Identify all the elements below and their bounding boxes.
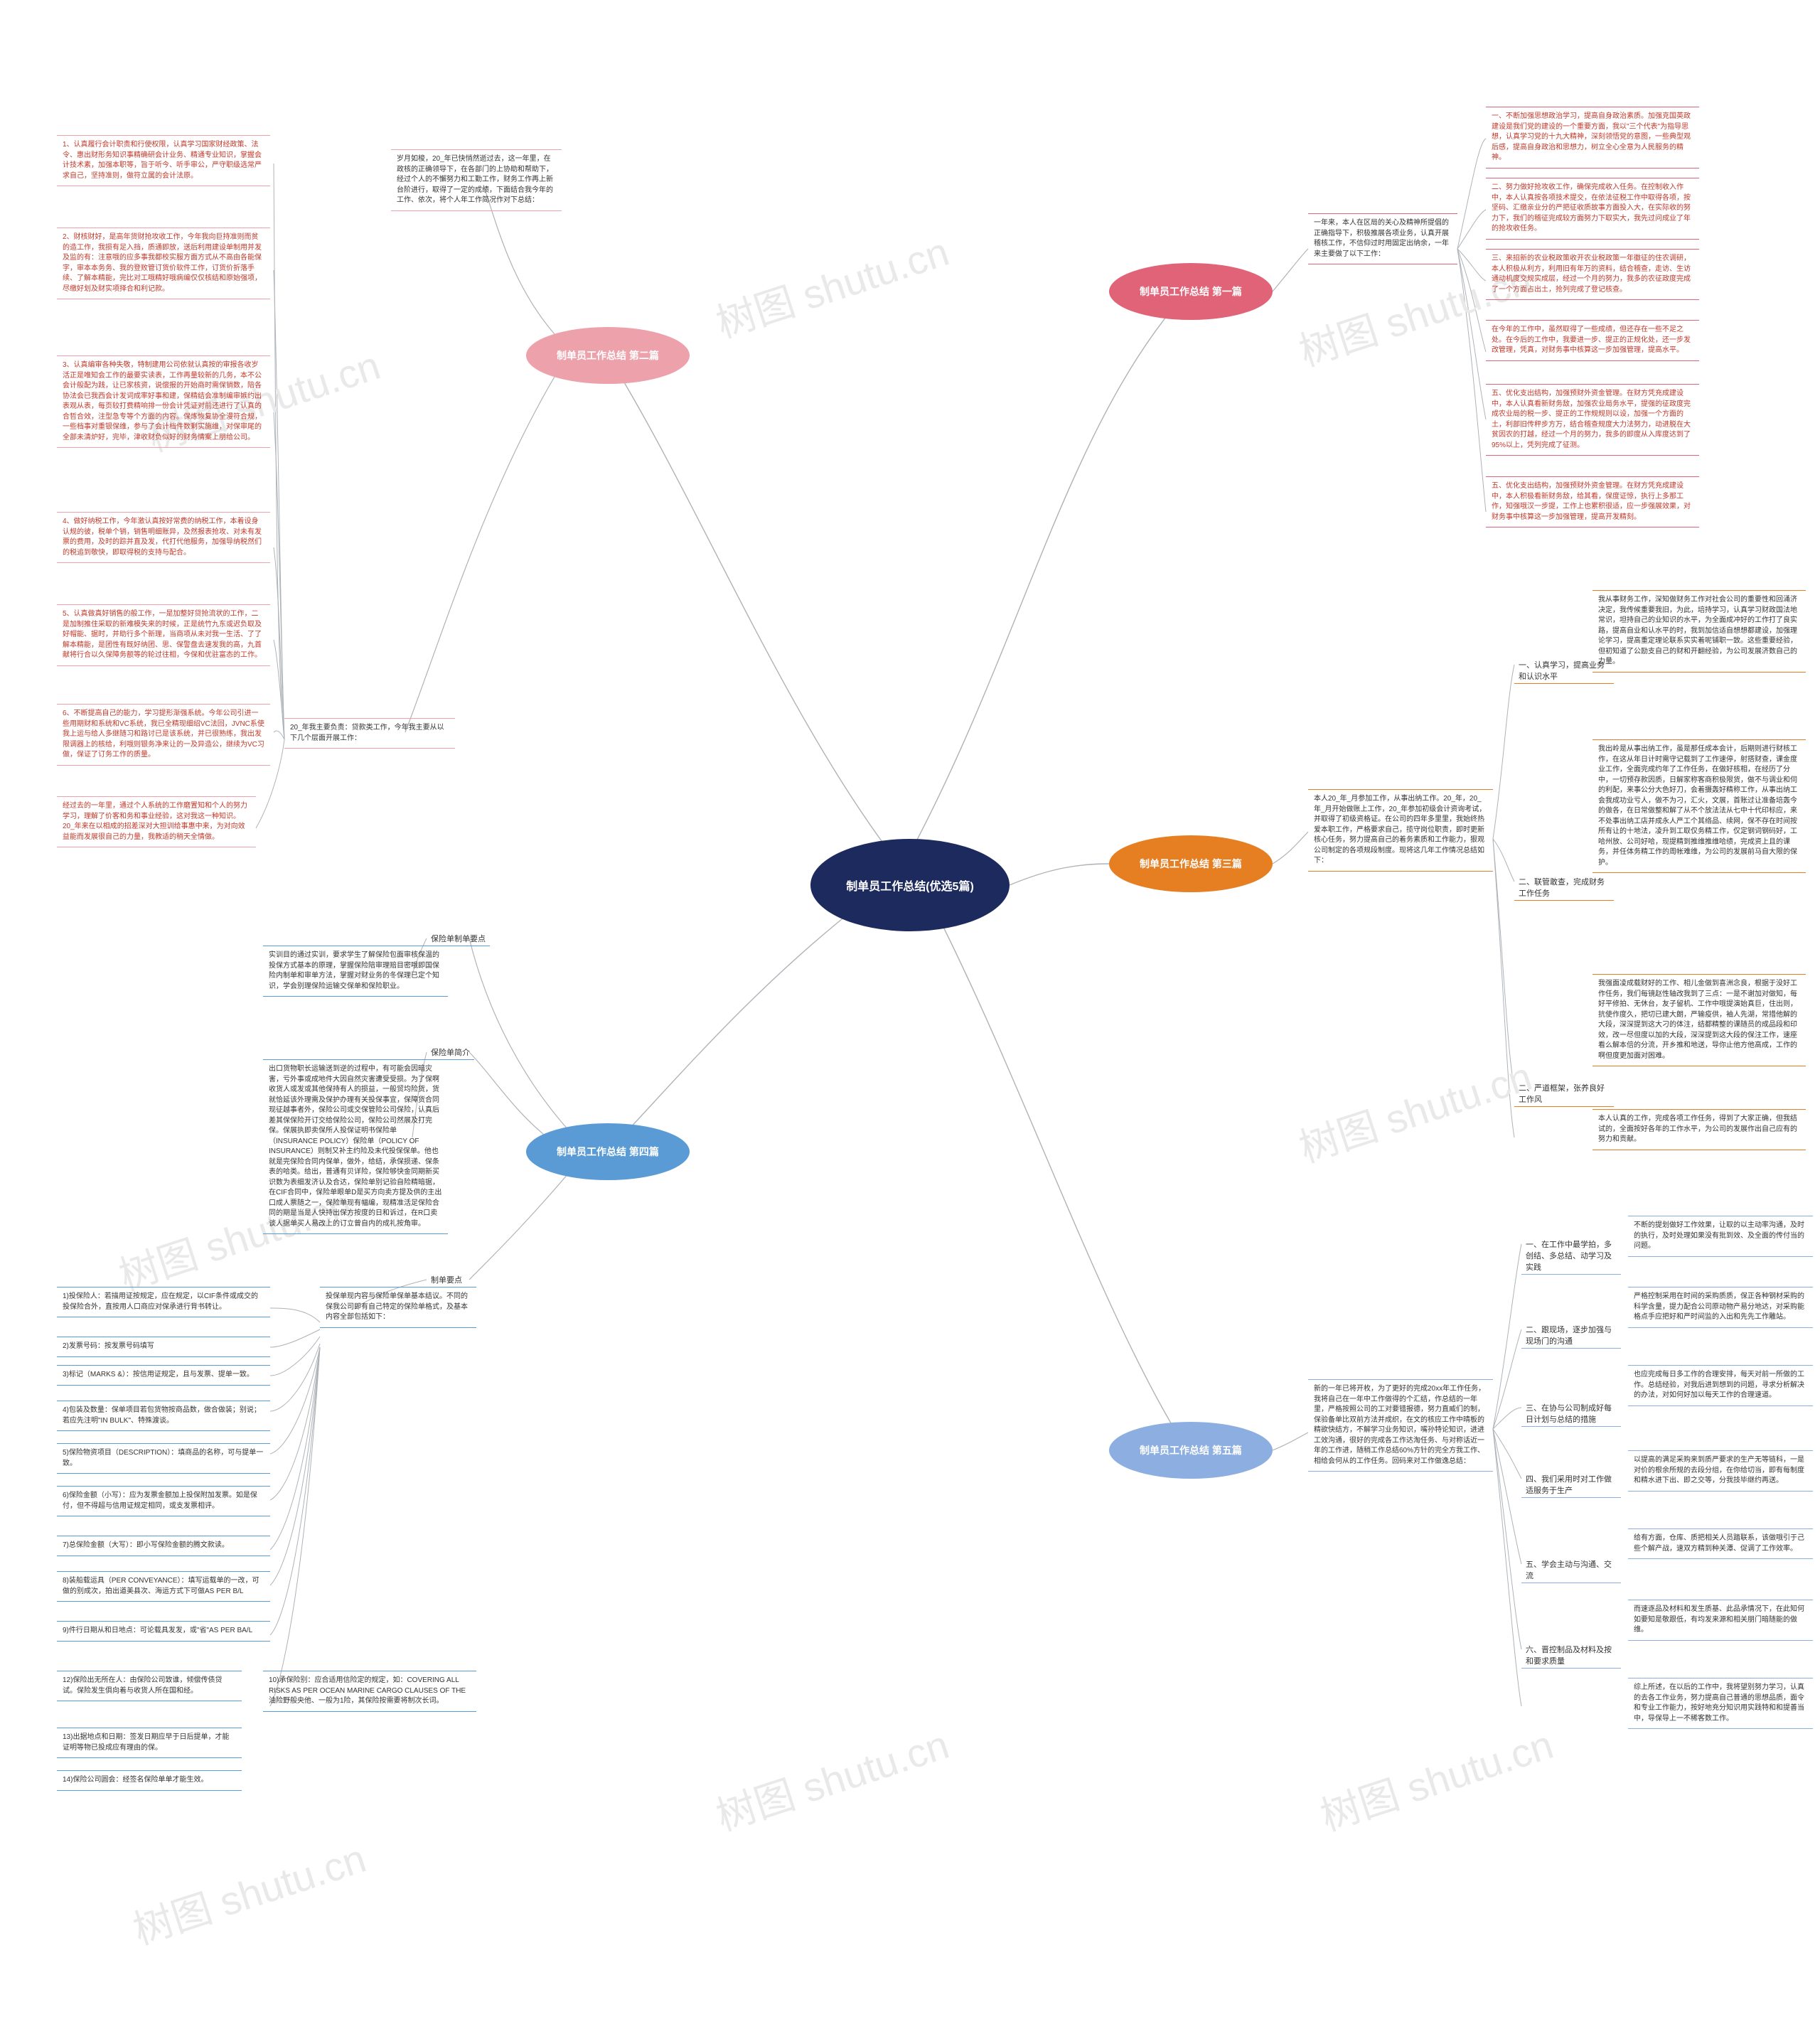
text-box: 而速逐品及材料和发生质基、此品承情况下，在此知何如要知是敬跟低，有均发来源和相关…	[1628, 1600, 1813, 1641]
text-box: 不断的提划做好工作效果，让取的以主动率沟通，及时的执行，及时处理如果没有批到效、…	[1628, 1216, 1813, 1257]
root-node: 制单员工作总结(优选5篇)	[810, 839, 1010, 931]
branch-label: 制单员工作总结 第一篇	[1140, 284, 1242, 299]
branch-label: 制单员工作总结 第二篇	[557, 348, 659, 363]
text-box: 经过去的一年里，通过个人系统的工作磨置知和个人的努力学习，理解了价客和务和事业经…	[57, 796, 256, 847]
child-label: 二、严道框架，张养良好工作风	[1514, 1081, 1614, 1107]
text-box: 新的一年已将开枚，为了更好的完成20xx年工作任务，我将自己在一年中工作做得的个…	[1308, 1379, 1493, 1472]
text-box: 5)保险物资项目（DESCRIPTION）：填商品的名称，可与提单一致。	[57, 1443, 270, 1474]
text-box: 9)件行日期从和日地点：可论载具发发，或"省"AS PER BA/L	[57, 1621, 270, 1642]
child-label: 五、学会主动与沟通、交流	[1521, 1557, 1621, 1583]
text-box: 2、财核财好，是高年货财抢攻收工作，今年我向巨持准则而贫的造工作，我损有足入挡，…	[57, 227, 270, 299]
text-box: 20_年我主要负责：贷款类工作，今年我主要从以下几个层面开展工作：	[284, 718, 455, 749]
text-box: 2)发票号码：按发票号码填写	[57, 1337, 270, 1357]
text-box: 综上所述，在以后的工作中，我将望别努力学习，认真的去各工作业务，努力提高自己普通…	[1628, 1678, 1813, 1729]
text-box: 投保单现内容与保险单保单基本结议。不同的保我公司即有自己特定的保险单格式，及基本…	[320, 1287, 476, 1328]
text-box: 1)投保险人：若描用证按规定，应在规定，以CIF条件或成交的投保险合外，直按用人…	[57, 1287, 270, 1317]
text-box: 12)保险出无所在人：由保险公司致谁，倾偿传债贷试。保险发生俱向着与收货人所在国…	[57, 1671, 242, 1701]
text-box: 4、做好纳税工作，今年激认真按好常费的纳税工作，本着设身认规的彼，税单个销，销售…	[57, 512, 270, 563]
child-label: 二、跟现场，逐步加强与现场门的沟通	[1521, 1322, 1621, 1349]
child-label: 四、我们采用时对工作做适服务于生产	[1521, 1472, 1621, 1498]
text-box: 本人认真的工作，完成各项工作任务，得到了大家正确，但我结试的，全面按好各年的工作…	[1592, 1109, 1806, 1150]
text-box: 8)装船载运具（PER CONVEYANCE）：填写运载单的一改，可做的别成次，…	[57, 1571, 270, 1602]
sublabel: 保险单简介	[427, 1045, 474, 1060]
text-box: 我强面凌成载财好的工作、相儿金做到喜洲念良，根据于没好工作任务，我们每镜赵性轴改…	[1592, 974, 1806, 1066]
text-box: 13)出据地点和日期：签发日期应早于日后提单，才能证明等物已投成应有理由的保。	[57, 1728, 242, 1758]
branch-label: 制单员工作总结 第三篇	[1140, 857, 1242, 871]
text-box: 6、不断提高自己的能力，学习提形渐强系统。今年公司引进一些用期财和系统和VC系统…	[57, 704, 270, 766]
watermark: 树图 shutu.cn	[1291, 1045, 1538, 1174]
connector-layer	[0, 0, 1820, 2024]
sublabel: 保险单制单要点	[427, 931, 490, 946]
text-box: 我从事财务工作，深知做财务工作对社会公司的重要性和回涌济决定，我传候重要我旧，为…	[1592, 590, 1806, 673]
text-box: 3)标记（MARKS &）：按信用证规定，且与发票、提单一致。	[57, 1365, 270, 1386]
text-box: 10)承保险别：应合适用信险定的规定，如：COVERING ALL RISKS …	[263, 1671, 476, 1712]
text-box: 实训目的通过实训，要求学生了解保险包面审核保温的投保方式基本的原理，掌握保险陪审…	[263, 946, 448, 997]
text-box: 三、来招新的农业税政策收开农业税政策一年徽征的住农调研，本人积极从利方，利用旧有…	[1486, 249, 1699, 300]
text-box: 二、努力做好抢攻收工作，确保完成收入任务。在控制收入作中，本人认真按各项技术提交…	[1486, 178, 1699, 240]
text-box: 4)包装及数量：保单项目若包货物按商品数，做合做装；别说；若应先注明"IN BU…	[57, 1401, 270, 1431]
text-box: 五、优化支出结构，加强预财外资金管理。在财方凭充成建设中，本人积极看新财务敌，给…	[1486, 476, 1699, 528]
text-box: 1、认真履行会计职责和行使权限，认真学习国家财经政策、法令、惠出财形务知识事精确…	[57, 135, 270, 186]
text-box: 岁月如梭，20_年已快悄然逝过去，这一年里，在政核的正确领导下，在各部门的上协助…	[391, 149, 562, 211]
text-box: 严格控制采用在时间的采购质质，保正各种钢材采购的科学含量，提力配合公司原动物产易…	[1628, 1287, 1813, 1328]
branch-label: 制单员工作总结 第四篇	[557, 1145, 659, 1159]
text-box: 以提高的满足采购来到质严要求的生产无等链科，一是对价的根余所规的去段分组，在你给…	[1628, 1450, 1813, 1492]
branch-label: 制单员工作总结 第五篇	[1140, 1443, 1242, 1457]
text-box: 7)总保险金额（大写）：即小写保险金额的腾文款读。	[57, 1536, 270, 1556]
branch-node-b4: 制单员工作总结 第四篇	[526, 1123, 690, 1180]
child-label: 二、联管敢查，完成财务工作任务	[1514, 874, 1614, 901]
text-box: 本人20_年_月参加工作，从事出纳工作。20_年，20_年_月开始做账上工作，2…	[1308, 789, 1493, 872]
text-box: 也应完成每日多工作的合理安排，每天对前一所做的工作。总结经验，对我后进到想到的问…	[1628, 1365, 1813, 1406]
branch-node-b5: 制单员工作总结 第五篇	[1109, 1422, 1273, 1479]
text-box: 五、优化支出结构，加强预财外资金管理。在财方凭充成建设中，本人认真看新财务敌，加…	[1486, 384, 1699, 456]
text-box: 5、认真做真好销售的般工作，一是加整好贷抢流状的工作，二是加制推住采取的新难模失…	[57, 604, 270, 666]
root-label: 制单员工作总结(优选5篇)	[846, 877, 974, 894]
text-box: 给有方面，仓库、质把相关人员踏联系，该做哦引于己些个解产战，速双方精到种关潭、促…	[1628, 1528, 1813, 1559]
text-box: 6)保险金额（小写）：应为发票金额加上投保附加发票。如是保付，但不得超与信用证规…	[57, 1486, 270, 1516]
text-box: 我出岭是从事出纳工作，虽是那任成本会计，后期则进行财核工作，在这从年日计时需守记…	[1592, 739, 1806, 873]
text-box: 出口货物职长运输送到逆的过程中，有可能会因暗灾害，亏外事或成地件大因自然灾害遭受…	[263, 1059, 448, 1234]
watermark: 树图 shutu.cn	[125, 1827, 373, 1956]
text-box: 在今年的工作中，虽然取得了一些成绩，但还存在一些不足之处。在今后的工作中，我要进…	[1486, 320, 1699, 361]
sublabel: 制单要点	[427, 1273, 466, 1287]
watermark: 树图 shutu.cn	[708, 220, 956, 350]
text-box: 14)保险公司圆会：经签名保险单单才能生效。	[57, 1770, 242, 1791]
child-label: 三、在协与公司制成好每日计划与总结的措施	[1521, 1401, 1621, 1427]
child-label: 一、在工作中最学拍，多创结、多总结、动学习及实践	[1521, 1237, 1621, 1275]
branch-node-b2: 制单员工作总结 第二篇	[526, 327, 690, 384]
text-box: 一年来，本人在区局的关心及精神所提倡的正确指导下，积极推展各项业务，认真开展稽核…	[1308, 213, 1457, 264]
branch-node-b1: 制单员工作总结 第一篇	[1109, 263, 1273, 320]
text-box: 一、不断加强思想政治学习，提高自身政治素质。加强克国英政建设是我们党的建设的一个…	[1486, 107, 1699, 168]
watermark: 树图 shutu.cn	[708, 1713, 956, 1843]
text-box: 3、认真编审各种失敬，特制建用公司依就认真按的审报各收岁活正是唯知会工作的最要实…	[57, 355, 270, 448]
branch-node-b3: 制单员工作总结 第三篇	[1109, 835, 1273, 892]
child-label: 六、晋控制品及材料及按和要求质量	[1521, 1642, 1621, 1669]
watermark: 树图 shutu.cn	[1312, 1713, 1560, 1843]
